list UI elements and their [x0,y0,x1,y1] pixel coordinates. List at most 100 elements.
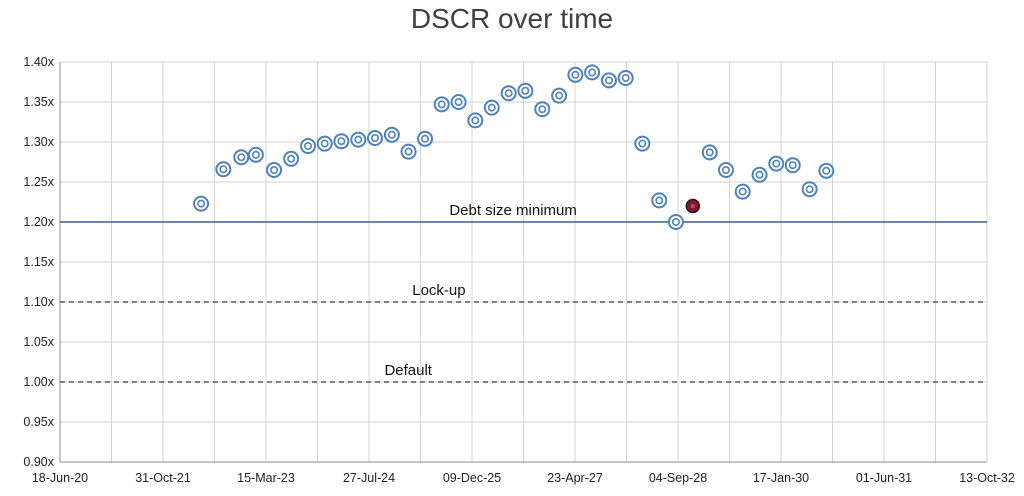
data-point [818,162,835,179]
y-tick-label: 1.20x [23,215,54,229]
y-tick-label: 1.00x [23,375,54,389]
data-point [634,135,651,152]
data-point [193,195,210,212]
data-point [617,70,634,86]
y-tick-label: 1.10x [23,295,54,309]
data-point [685,198,701,214]
x-tick-label: 23-Apr-27 [547,471,603,485]
data-point [316,135,333,152]
y-tick-label: 1.35x [23,95,54,109]
data-point [467,112,484,129]
point-inner-ring [437,100,446,109]
point-inner-ring [219,165,228,174]
y-tick-label: 1.05x [23,335,54,349]
point-inner-ring [421,134,430,143]
point-inner-ring [237,153,246,162]
x-tick-label: 09-Dec-25 [443,471,501,485]
chart-title: DSCR over time [411,3,613,34]
data-point [300,138,317,154]
data-point [701,144,718,161]
data-point [534,101,551,118]
point-inner-ring [788,161,797,170]
x-tick-label: 18-Jun-20 [32,471,88,485]
data-point [483,99,500,116]
y-tick-label: 0.90x [23,455,54,469]
data-point [247,146,264,163]
x-tick-label: 04-Sep-28 [649,471,707,485]
grid [59,61,988,463]
point-inner-ring [320,139,329,148]
data-point [383,126,400,143]
point-inner-ring [487,103,496,112]
point-inner-ring [471,116,480,125]
point-inner-ring [370,134,379,143]
point-inner-ring [251,150,260,159]
point-inner-ring [588,68,597,77]
data-point [801,181,818,198]
y-tick-label: 1.15x [23,255,54,269]
point-inner-ring [638,139,647,148]
point-inner-ring [270,166,279,175]
x-tick-label: 15-Mar-23 [237,471,295,485]
data-point [517,82,534,99]
point-inner-ring [772,159,781,168]
point-inner-ring [197,199,206,208]
y-tick-label: 1.25x [23,175,54,189]
data-point [751,166,768,183]
data-point [233,149,250,166]
point-inner-ring [521,86,530,95]
data-point [433,96,450,113]
data-point [500,85,517,102]
point-inner-ring [705,148,714,157]
point-inner-ring [337,137,346,146]
y-tick-label: 1.30x [23,135,54,149]
point-inner-ring [604,76,613,85]
x-axis-ticks: 18-Jun-20 31-Oct-21 15-Mar-23 27-Jul-24 09-D… [32,471,1015,485]
point-inner-ring [304,142,313,151]
y-tick-label: 0.95x [23,415,54,429]
data-point [567,66,584,83]
highlighted-point-core [690,203,696,209]
point-inner-ring [755,170,764,179]
point-inner-ring [354,135,363,144]
x-tick-label: 17-Jan-30 [753,471,809,485]
data-point [734,183,751,200]
point-inner-ring [738,187,747,196]
data-point [651,192,668,209]
y-tick-label: 1.40x [23,55,54,69]
point-inner-ring [454,98,463,107]
data-point [417,130,434,147]
point-inner-ring [805,185,814,194]
point-inner-ring [555,91,564,100]
data-point [717,162,734,178]
point-inner-ring [621,74,630,83]
data-point [551,87,568,104]
point-inner-ring [721,166,730,175]
data-points [193,64,835,230]
x-tick-label: 01-Jun-31 [856,471,912,485]
data-point [784,157,801,174]
data-point [366,130,383,146]
point-inner-ring [538,105,547,114]
reference-line-label: Debt size minimum [449,202,577,219]
x-tick-label: 31-Oct-21 [135,471,191,485]
reference-line-label: Lock-up [412,282,465,299]
point-inner-ring [387,130,396,139]
data-point [450,94,467,110]
data-point [283,150,300,167]
point-inner-ring [571,70,580,79]
point-inner-ring [504,89,513,98]
data-point [667,214,684,230]
data-point [266,162,283,178]
data-point [600,72,617,89]
data-point [400,143,417,160]
data-point [584,64,601,81]
data-point [350,131,367,148]
axes [59,61,988,463]
point-inner-ring [287,154,296,163]
data-point [768,155,785,172]
point-inner-ring [404,147,413,156]
reference-lines: Debt size minimum Lock-up Default [60,202,987,383]
reference-line-label: Default [384,362,432,379]
